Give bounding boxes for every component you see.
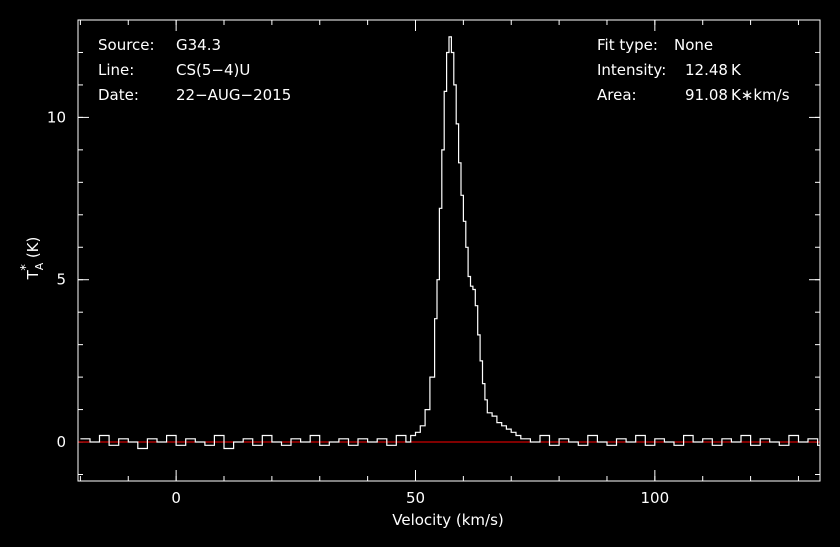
source-value: G34.3 bbox=[176, 36, 221, 54]
spectrum-series bbox=[80, 36, 820, 450]
fit-type-value: None bbox=[674, 36, 713, 54]
date-label: Date: bbox=[98, 86, 139, 104]
area-label: Area: bbox=[597, 86, 637, 104]
intensity-value: 12.48 K bbox=[685, 61, 742, 79]
intensity-label: Intensity: bbox=[597, 61, 666, 79]
x-tick-label: 100 bbox=[641, 489, 670, 507]
area-value: 91.08 K∗km/s bbox=[685, 86, 790, 104]
y-tick-label: 5 bbox=[56, 271, 66, 289]
x-tick-label: 0 bbox=[171, 489, 181, 507]
line-value: CS(5−4)U bbox=[176, 61, 250, 79]
source-label: Source: bbox=[98, 36, 155, 54]
x-tick-label: 50 bbox=[406, 489, 425, 507]
y-axis-label-main: T bbox=[24, 269, 42, 280]
tick-labels: 0 50 100 0 5 10 bbox=[47, 108, 669, 507]
y-axis-label: TA* (K) bbox=[19, 237, 46, 281]
y-axis-label-unit: (K) bbox=[24, 237, 42, 259]
svg-text:TA*(K): TA* (K) bbox=[19, 237, 46, 281]
line-label: Line: bbox=[98, 61, 134, 79]
y-tick-label: 0 bbox=[56, 433, 66, 451]
plot-frame bbox=[77, 19, 821, 482]
fit-type-label: Fit type: bbox=[597, 36, 658, 54]
x-axis-label: Velocity (km/s) bbox=[392, 511, 503, 529]
y-tick-label: 10 bbox=[47, 108, 66, 126]
y-axis-label-sup: * bbox=[19, 264, 34, 271]
y-axis-label-sub: A bbox=[33, 262, 46, 270]
date-value: 22−AUG−2015 bbox=[176, 86, 291, 104]
